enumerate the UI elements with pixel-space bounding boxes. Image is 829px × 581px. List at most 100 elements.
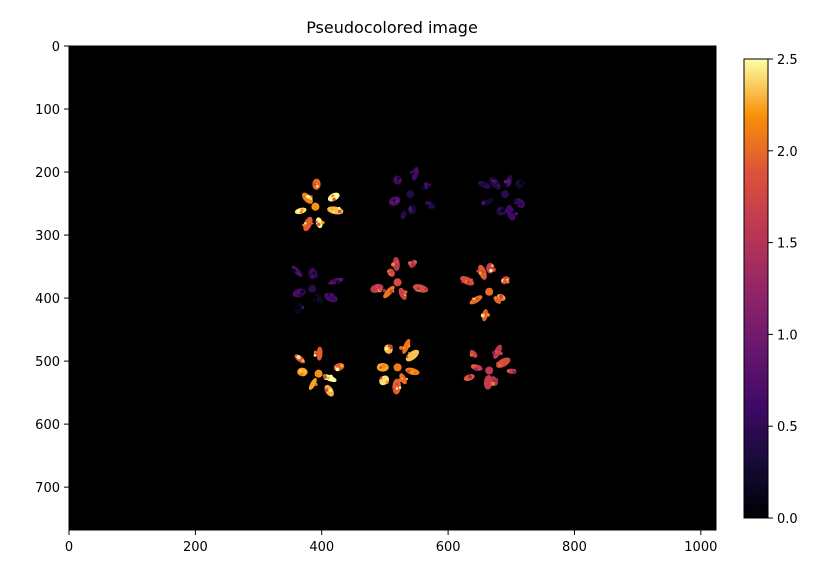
leaf-speckle <box>406 356 409 359</box>
leaf-speckle <box>489 268 493 273</box>
leaf-speckle <box>509 369 513 373</box>
leaf-speckle <box>414 260 417 264</box>
chart-title: Pseudocolored image <box>306 18 478 37</box>
leaf-speckle <box>489 199 493 203</box>
leaf-speckle <box>299 307 302 310</box>
leaf-speckle <box>393 177 398 181</box>
leaf-speckle <box>389 269 392 273</box>
leaf-speckle <box>428 184 431 187</box>
rosette-center <box>406 190 415 199</box>
colorbar-tick-label: 2.0 <box>777 145 798 160</box>
plant-rosette <box>370 257 429 300</box>
plant-rosette <box>294 346 345 397</box>
leaf-speckle <box>503 180 508 184</box>
leaf-speckle <box>501 360 504 363</box>
leaf-speckle <box>299 293 302 296</box>
leaf-speckle <box>304 222 307 225</box>
leaf-speckle <box>391 262 395 267</box>
leaf-speckle <box>329 292 334 297</box>
leaf-speckle <box>386 270 390 273</box>
rosette-center <box>314 369 323 378</box>
leaf-speckle <box>405 377 409 381</box>
leaf-speckle <box>404 290 408 294</box>
leaf-speckle <box>395 387 399 390</box>
leaf-speckle <box>461 281 464 284</box>
leaf-speckle <box>330 207 334 211</box>
leaf-speckle <box>475 296 480 301</box>
rosette-center <box>485 366 494 375</box>
leaf-speckle <box>400 291 404 295</box>
leaf-speckle <box>481 199 484 202</box>
leaf <box>506 204 516 221</box>
leaf-speckle <box>379 365 383 369</box>
leaf-speckle <box>494 179 497 183</box>
leaf-speckle <box>312 182 317 186</box>
leaf-speckle <box>506 278 509 281</box>
leaf-speckle <box>312 271 316 275</box>
leaf-speckle <box>411 170 414 173</box>
colorbar <box>743 58 769 519</box>
leaf-speckle <box>424 182 429 187</box>
leaf-speckle <box>507 281 510 284</box>
leaf-speckle <box>515 181 520 185</box>
leaf-speckle <box>413 372 416 375</box>
leaf-speckle <box>520 200 523 203</box>
y-tick-label: 100 <box>35 103 60 118</box>
leaf-speckle <box>313 354 317 357</box>
colorbar-tick-label: 1.5 <box>777 237 798 252</box>
leaf-speckle <box>496 184 500 187</box>
leaf <box>402 338 411 354</box>
leaf-speckle <box>424 287 428 291</box>
leaf-speckle <box>468 375 472 379</box>
leaf-speckle <box>313 269 316 272</box>
leaf-speckle <box>298 359 302 363</box>
leaf-speckle <box>399 345 403 350</box>
leaf-speckle <box>326 376 330 380</box>
leaf-speckle <box>375 285 378 288</box>
leaf-speckle <box>499 294 503 298</box>
leaf-speckle <box>402 346 405 349</box>
leaf-speckle <box>296 305 300 310</box>
leaf-speckle <box>328 388 333 393</box>
leaf-speckle <box>340 364 344 368</box>
leaf-speckle <box>313 298 316 301</box>
leaf-speckle <box>391 201 395 205</box>
leaf-speckle <box>410 370 414 375</box>
leaf-speckle <box>389 345 393 350</box>
leaf-speckle <box>514 211 517 214</box>
leaf-speckle <box>491 381 495 386</box>
leaf-speckle <box>480 313 485 318</box>
leaf-speckle <box>408 345 411 348</box>
leaf-speckle <box>332 278 337 283</box>
leaf-speckle <box>378 287 383 292</box>
leaf-speckle <box>296 293 300 297</box>
y-tick-label: 200 <box>35 166 60 181</box>
colorbar-tick-label: 0.0 <box>777 512 798 527</box>
leaf-speckle <box>301 359 305 362</box>
leaf-speckle <box>515 203 518 207</box>
leaf-speckle <box>307 272 312 277</box>
y-tick-label: 300 <box>35 229 60 244</box>
leaf-speckle <box>312 382 315 385</box>
leaf-speckle <box>473 297 476 300</box>
leaf-speckle <box>513 198 518 203</box>
leaf-speckle <box>403 293 407 297</box>
colorbar-tick-label: 2.5 <box>777 53 798 68</box>
leaf-speckle <box>305 195 309 199</box>
leaf-speckle <box>498 208 501 210</box>
leaf-speckle <box>300 289 305 294</box>
leaf-speckle <box>496 361 500 366</box>
plant-rosette <box>376 338 420 395</box>
leaf-speckle <box>398 386 402 389</box>
leaf-speckle <box>485 312 490 317</box>
leaf-speckle <box>479 365 482 368</box>
leaf-speckle <box>314 274 319 278</box>
leaf-speckle <box>470 278 473 281</box>
leaf-speckle <box>494 378 499 382</box>
leaf-speckle <box>478 185 481 188</box>
y-tick-label: 600 <box>35 418 60 433</box>
leaf-speckle <box>408 352 410 354</box>
leaf-speckle <box>385 380 389 384</box>
leaf-speckle <box>389 289 393 294</box>
x-tick-label: 600 <box>436 540 461 555</box>
